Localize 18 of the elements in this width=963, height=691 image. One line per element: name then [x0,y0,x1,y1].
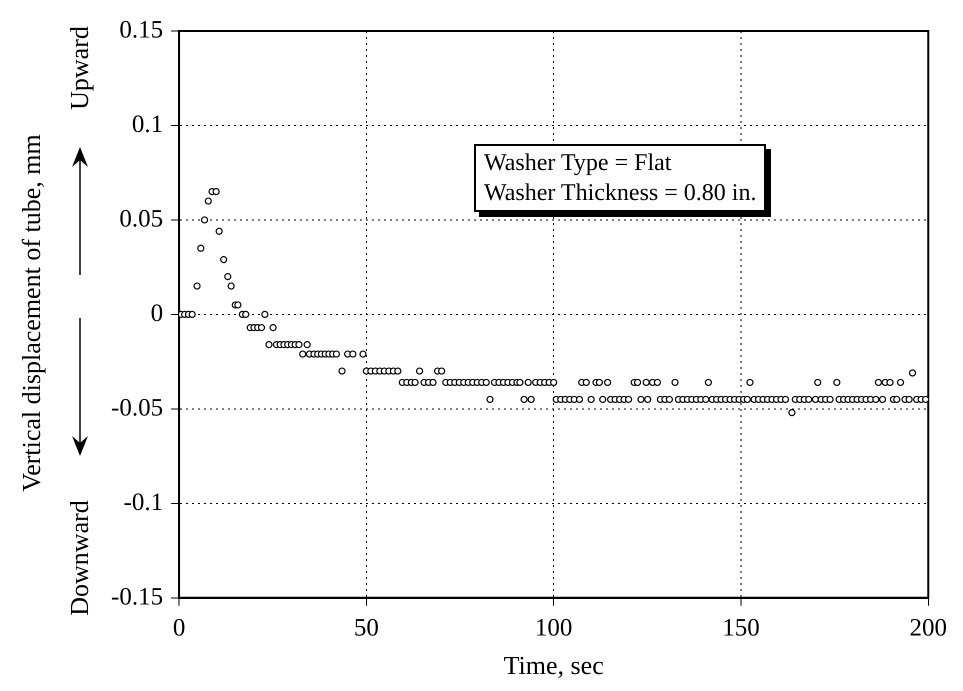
y-tick-label: -0.1 [123,488,164,516]
x-tick-label: 50 [354,614,379,642]
text: Downward [65,500,95,616]
x-tick-label: 150 [722,614,760,642]
y-axis-title: Vertical displacement of tube, mm [17,134,47,492]
y-tick-label: 0.15 [119,16,164,44]
y-tick-label: 0.1 [132,111,164,138]
y-tick-label: -0.15 [110,583,164,610]
x-axis-title: Time, sec [504,651,604,680]
y-tick-label: 0 [150,300,164,327]
x-tick-label: 200 [910,614,947,642]
x-tick-label: 100 [534,614,572,642]
annotation: Washer Thickness = 0.80 in. [484,179,756,208]
annotation: Washer Type = Flat [484,149,672,178]
y-tick-label: -0.05 [110,394,164,422]
y-tick-label: 0.05 [119,205,164,232]
x-tick-label: 0 [172,614,186,642]
text: Upward [65,26,95,110]
